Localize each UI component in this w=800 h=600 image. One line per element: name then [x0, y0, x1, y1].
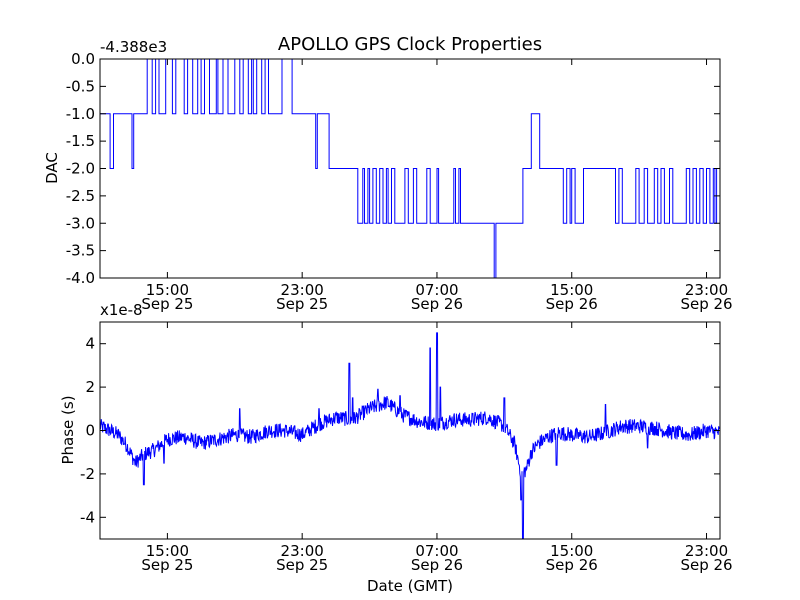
dac-y-ticks: -4.0 -3.5 -3.0 -2.5 -2.0 -1.5 -1.0 -0.5 0.0 — [66, 50, 720, 287]
dac-ytick-label: 0.0 — [71, 50, 95, 68]
dac-ytick-label: -1.5 — [66, 132, 95, 150]
phase-ylabel: Phase (s) — [59, 395, 77, 464]
phase-ytick-label: -2 — [80, 465, 95, 483]
phase-xtick-date: Sep 25 — [141, 556, 193, 574]
dac-xtick-date: Sep 25 — [141, 295, 193, 313]
dac-ytick-label: -2.5 — [66, 187, 95, 205]
dac-ytick-label: -3.5 — [66, 242, 95, 260]
phase-xtick-time: 23:00 — [281, 542, 324, 560]
phase-ytick-label: -4 — [80, 508, 95, 526]
dac-ytick-label: -3.0 — [66, 214, 95, 232]
dac-xtick-time: 23:00 — [685, 281, 728, 299]
dac-xtick-time: 23:00 — [281, 281, 324, 299]
dac-offset-label: -4.388e3 — [100, 38, 167, 56]
dac-xtick-time: 07:00 — [415, 281, 458, 299]
phase-xtick-time: 07:00 — [415, 542, 458, 560]
phase-xtick-time: 15:00 — [146, 542, 189, 560]
dac-xtick-date: Sep 26 — [546, 295, 598, 313]
dac-ytick-label: -4.0 — [66, 269, 95, 287]
dac-ytick-label: -1.0 — [66, 105, 95, 123]
phase-plot-area — [100, 332, 720, 540]
dac-xtick-date: Sep 25 — [276, 295, 328, 313]
phase-series-line — [100, 332, 720, 540]
phase-ytick-label: 2 — [85, 378, 95, 396]
x-axis-label: Date (GMT) — [367, 577, 453, 595]
phase-y-ticks: -4 -2 0 2 4 — [80, 335, 720, 526]
dac-xtick-date: Sep 26 — [411, 295, 463, 313]
phase-xtick-date: Sep 26 — [680, 556, 732, 574]
dac-ytick-label: -0.5 — [66, 77, 95, 95]
dac-ylabel: DAC — [43, 152, 61, 184]
dac-ytick-label: -2.0 — [66, 160, 95, 178]
dac-xtick-time: 15:00 — [550, 281, 593, 299]
phase-ytick-label: 0 — [85, 422, 95, 440]
phase-xtick-time: 15:00 — [550, 542, 593, 560]
phase-ytick-label: 4 — [85, 335, 95, 353]
dac-panel: -4.0 -3.5 -3.0 -2.5 -2.0 -1.5 -1.0 -0.5 0.0 15:0… — [43, 38, 733, 313]
dac-xtick-date: Sep 26 — [680, 295, 732, 313]
phase-xtick-date: Sep 26 — [546, 556, 598, 574]
chart-title: APOLLO GPS Clock Properties — [278, 34, 542, 55]
phase-offset-label: x1e-8 — [100, 301, 143, 319]
phase-xtick-date: Sep 25 — [276, 556, 328, 574]
phase-xtick-date: Sep 26 — [411, 556, 463, 574]
phase-xtick-time: 23:00 — [685, 542, 728, 560]
dac-xtick-time: 15:00 — [146, 281, 189, 299]
